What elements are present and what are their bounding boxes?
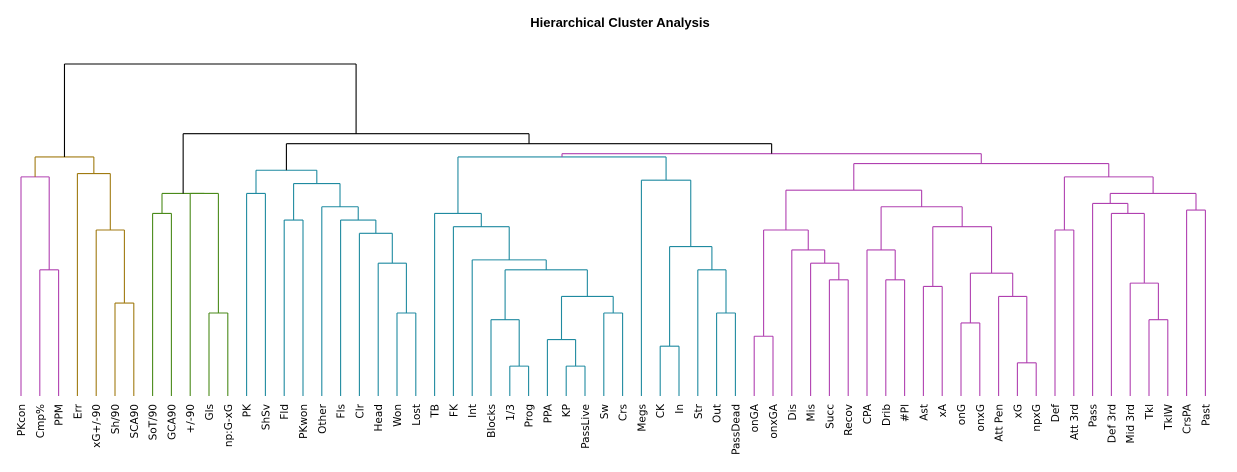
leaf-label: Mis bbox=[806, 404, 818, 421]
leaf-label: SoT/90 bbox=[148, 404, 160, 440]
leaf-label: onxG bbox=[975, 404, 987, 431]
leaf-label: Mid 3rd bbox=[1125, 404, 1137, 443]
leaf-label: Fls bbox=[336, 404, 348, 418]
leaf-label: TklW bbox=[1163, 403, 1175, 430]
leaf-label: Recov bbox=[843, 404, 855, 436]
leaf-label: Past bbox=[1200, 404, 1212, 426]
leaf-label: Def 3rd bbox=[1106, 404, 1118, 443]
leaf-label: TB bbox=[430, 404, 442, 419]
leaf-label: PKcon bbox=[16, 404, 28, 436]
leaf-label: Succ bbox=[824, 404, 836, 429]
leaf-label: Crs bbox=[618, 404, 630, 421]
leaf-label: Other bbox=[317, 403, 329, 433]
leaf-label: Err bbox=[72, 403, 84, 419]
leaf-label: Fld bbox=[279, 404, 291, 420]
leaf-label: xG bbox=[1012, 404, 1024, 418]
chart-title: Hierarchical Cluster Analysis bbox=[530, 15, 709, 30]
leaf-label: Blocks bbox=[486, 404, 498, 438]
leaf-label: ShSv bbox=[260, 404, 272, 430]
leaf-label: PPA bbox=[542, 403, 554, 423]
leaf-label: KP bbox=[561, 404, 573, 417]
leaf-label: PKwon bbox=[298, 404, 310, 439]
leaf-label: Tkl bbox=[1144, 404, 1156, 420]
leaf-label: +/-90 bbox=[185, 404, 197, 434]
leaf-label: SCA90 bbox=[129, 404, 141, 439]
leaf-label: Cmp% bbox=[35, 404, 47, 438]
leaf-label: CPA bbox=[862, 403, 874, 424]
leaf-label: FK bbox=[448, 403, 460, 417]
leaf-label: Out bbox=[712, 404, 724, 423]
leaf-label: PK bbox=[242, 403, 254, 417]
leaf-label: Head bbox=[373, 404, 385, 431]
dendrogram-branches bbox=[20, 63, 1206, 396]
leaf-label: CrsPA bbox=[1182, 403, 1194, 434]
leaf-label: Lost bbox=[411, 404, 423, 426]
leaf-label: PassLive bbox=[580, 404, 592, 449]
leaf-label: CK bbox=[655, 403, 667, 418]
leaf-label: Att Pen bbox=[994, 404, 1006, 442]
leaf-label: Dis bbox=[787, 404, 799, 420]
leaf-label: Def bbox=[1050, 404, 1062, 423]
leaf-label: onGA bbox=[749, 403, 761, 432]
leaf-label: Won bbox=[392, 404, 404, 427]
leaf-label: Prog bbox=[524, 404, 536, 427]
leaf-label: 1/3 bbox=[505, 404, 517, 421]
leaf-label: GCA90 bbox=[166, 404, 178, 440]
leaf-label: Megs bbox=[636, 404, 648, 432]
leaf-label: Sw bbox=[599, 404, 611, 420]
leaf-label: Sh/90 bbox=[110, 404, 122, 434]
leaf-label: PPM bbox=[54, 404, 66, 426]
leaf-label: onxGA bbox=[768, 403, 780, 438]
leaf-label: onG bbox=[956, 404, 968, 425]
leaf-label: Str bbox=[693, 403, 705, 419]
leaf-label: npxG bbox=[1031, 404, 1043, 432]
leaf-label: Att 3rd bbox=[1069, 404, 1081, 440]
leaf-label: Pass bbox=[1088, 404, 1100, 427]
leaf-label: #Pl bbox=[900, 404, 912, 422]
leaf-label: Gls bbox=[204, 404, 216, 421]
leaf-label: PassDead bbox=[730, 404, 742, 455]
leaf-label: In bbox=[674, 404, 686, 414]
leaf-labels: PKcon Cmp% PPM Err xG+/-90 Sh/90 SCA90 SoT/90 GC… bbox=[16, 403, 1212, 455]
leaf-label: np:G-xG bbox=[223, 404, 235, 447]
leaf-label: Drib bbox=[881, 404, 893, 426]
leaf-label: Clr bbox=[354, 403, 366, 418]
leaf-label: Ast bbox=[918, 404, 930, 421]
leaf-label: xA bbox=[937, 403, 949, 417]
leaf-label: xG+/-90 bbox=[91, 404, 103, 448]
leaf-label: Int bbox=[467, 404, 479, 418]
